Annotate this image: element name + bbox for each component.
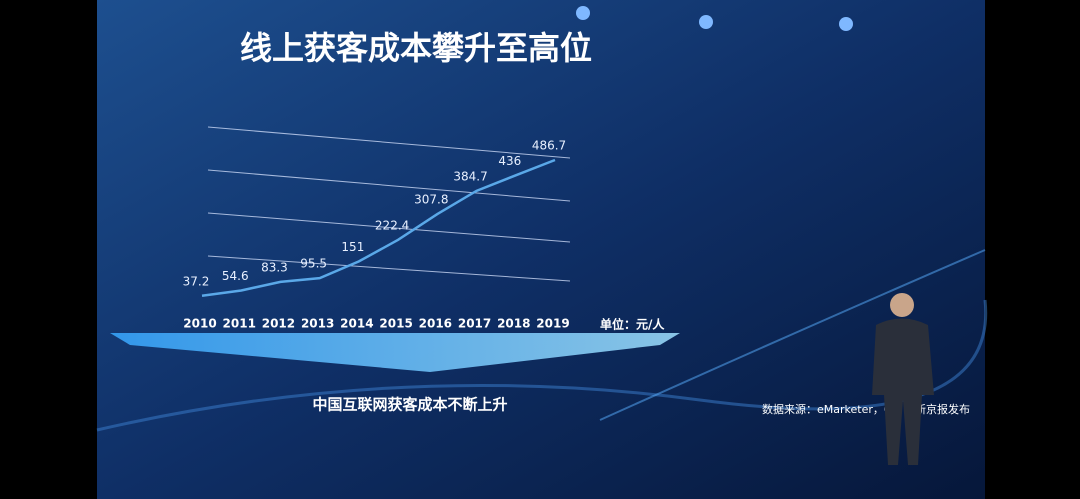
data-label: 486.7	[532, 139, 566, 153]
x-tick-label: 2018	[497, 317, 530, 331]
data-line	[201, 158, 556, 298]
data-label: 37.2	[183, 274, 210, 288]
unit-label: 单位：元/人	[600, 317, 665, 332]
x-tick-label: 2014	[340, 317, 373, 331]
stage-light	[576, 6, 590, 20]
data-label: 436	[498, 154, 521, 168]
x-tick-label: 2013	[301, 317, 334, 331]
source: 新京报发布	[915, 402, 970, 416]
plot: 2010 2011 2012 2013 2014 2015 2016 2017 2018 2019…	[183, 139, 570, 331]
data-label: 384.7	[453, 169, 487, 183]
grid	[207, 126, 571, 282]
data-label: 307.8	[414, 193, 448, 207]
presenter	[872, 293, 934, 465]
platform	[110, 333, 680, 372]
presenter-body	[872, 318, 934, 465]
decor-wave	[96, 299, 988, 432]
data-label: 95.5	[300, 257, 327, 271]
x-tick-label: 2012	[262, 317, 295, 331]
data-label: 83.3	[261, 260, 288, 274]
data-label: 222.4	[375, 218, 409, 232]
stage-light	[699, 15, 713, 29]
presenter-head	[890, 293, 914, 317]
x-tick-label: 2011	[223, 317, 256, 331]
x-tick-label: 2016	[419, 317, 452, 331]
x-tick-label: 2015	[379, 317, 412, 331]
data-label: 151	[341, 240, 364, 254]
source: 数据来源：eMarketer，C	[762, 402, 892, 416]
grid-line	[207, 126, 571, 159]
grid-line	[207, 169, 571, 202]
x-tick-label: 2017	[458, 317, 491, 331]
x-tick-label: 2019	[536, 317, 569, 331]
grid-line	[207, 255, 571, 282]
data-label: 54.6	[222, 269, 249, 283]
grid-line	[207, 212, 571, 243]
chart-title: 线上获客成本攀升至高位	[240, 29, 592, 67]
subtitle: 中国互联网获客成本不断上升	[312, 396, 507, 414]
x-tick-label: 2010	[183, 317, 216, 331]
stage-light	[839, 17, 853, 31]
screen	[97, 0, 985, 499]
decor-wave	[599, 249, 986, 421]
